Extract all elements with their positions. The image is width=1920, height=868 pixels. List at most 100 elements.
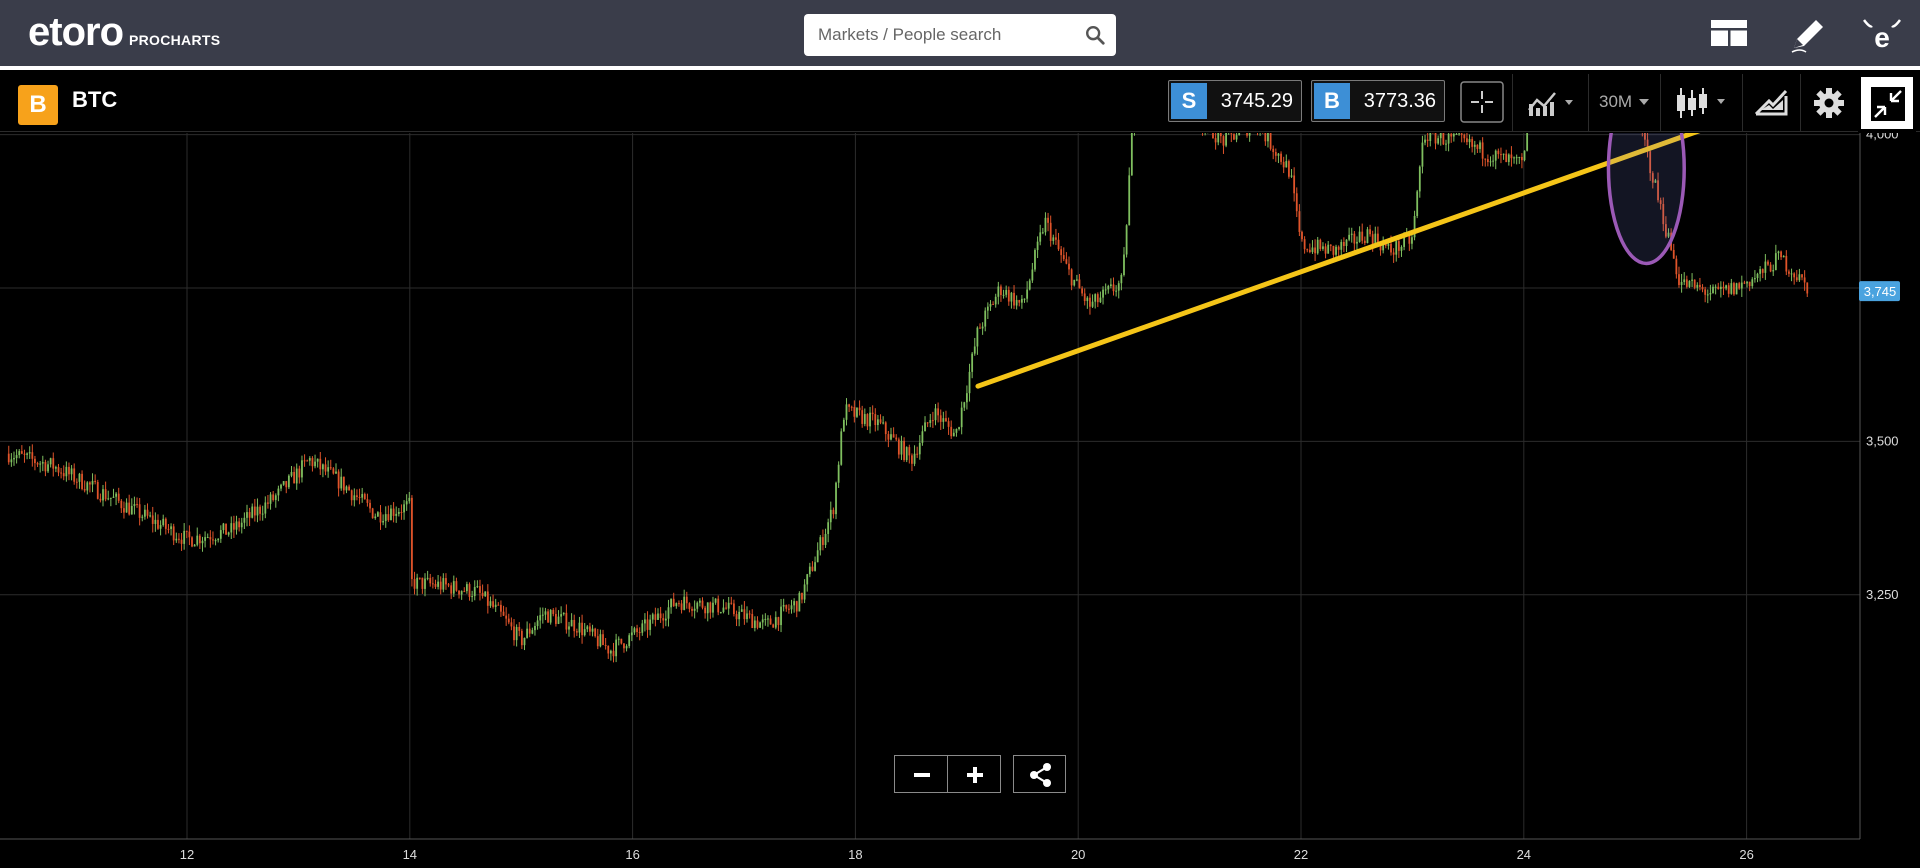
candle-body bbox=[1476, 144, 1479, 149]
etoro-profile-icon[interactable]: e bbox=[1860, 12, 1904, 56]
candle-body bbox=[787, 608, 790, 610]
candle-body bbox=[1685, 279, 1688, 287]
candle-body bbox=[447, 584, 450, 586]
sell-label: S bbox=[1171, 83, 1207, 119]
crosshair-button[interactable] bbox=[1454, 74, 1510, 132]
candle-body bbox=[1345, 239, 1348, 247]
candle-body bbox=[308, 458, 311, 461]
candle-body bbox=[1214, 138, 1217, 143]
candle-body bbox=[1062, 255, 1065, 260]
candle-body bbox=[384, 514, 387, 522]
candle-body bbox=[1295, 193, 1298, 212]
candle-body bbox=[887, 434, 890, 440]
candle-body bbox=[570, 619, 573, 627]
collapse-button[interactable] bbox=[1858, 74, 1916, 132]
timeframe-dropdown[interactable]: 30M bbox=[1588, 74, 1658, 132]
candle-body bbox=[1471, 139, 1474, 147]
chart-type-button[interactable] bbox=[1512, 74, 1586, 132]
zoom-out-button[interactable] bbox=[894, 755, 948, 793]
candle-body bbox=[1007, 289, 1010, 302]
candle-body bbox=[1219, 133, 1222, 137]
candle-body bbox=[510, 622, 513, 627]
candle-body bbox=[1738, 283, 1741, 289]
candle-body bbox=[356, 495, 358, 498]
candle-body bbox=[803, 584, 806, 600]
candle-body bbox=[1358, 231, 1361, 242]
candle-body bbox=[1411, 237, 1413, 244]
candle-body bbox=[547, 611, 549, 623]
candle-body bbox=[1109, 284, 1112, 286]
candle-body bbox=[772, 624, 775, 628]
settings-button[interactable] bbox=[1800, 74, 1856, 132]
candle-body bbox=[523, 637, 526, 646]
candle-body bbox=[238, 521, 241, 528]
candle-body bbox=[1494, 150, 1497, 161]
candle-body bbox=[1102, 289, 1104, 298]
candle-body bbox=[1803, 277, 1806, 283]
candle-body bbox=[1400, 246, 1403, 251]
candle-body bbox=[322, 464, 324, 470]
candle-body bbox=[298, 468, 301, 478]
candle-body bbox=[1073, 279, 1076, 286]
candle-body bbox=[884, 422, 887, 435]
candle-body bbox=[1366, 229, 1369, 244]
trendline[interactable] bbox=[975, 133, 1758, 389]
candle-body bbox=[1308, 249, 1311, 253]
candlestick-style-button[interactable] bbox=[1660, 74, 1740, 132]
candle-body bbox=[1238, 133, 1241, 136]
candle-body bbox=[916, 453, 919, 455]
pencil-icon[interactable] bbox=[1786, 12, 1830, 56]
candle-body bbox=[1023, 298, 1026, 300]
candle-body bbox=[746, 613, 748, 620]
logo-wordmark: etoro bbox=[28, 10, 124, 54]
search-input[interactable] bbox=[818, 14, 1068, 56]
layout-icon[interactable] bbox=[1707, 12, 1751, 56]
candle-body bbox=[1324, 246, 1327, 254]
candle-body bbox=[913, 453, 916, 464]
candle-body bbox=[1068, 263, 1070, 270]
candle-body bbox=[518, 626, 521, 631]
candle-body bbox=[586, 626, 589, 630]
search-icon[interactable] bbox=[1084, 24, 1106, 46]
candle-body bbox=[683, 596, 686, 610]
candle-body bbox=[1329, 244, 1332, 246]
candle-body bbox=[75, 481, 78, 483]
chart-type-icon bbox=[1528, 92, 1573, 116]
search-box[interactable] bbox=[804, 14, 1116, 56]
candle-body bbox=[1387, 243, 1390, 246]
candle-body bbox=[1395, 241, 1398, 255]
candle-body bbox=[1756, 273, 1759, 279]
drawing-tools-button[interactable] bbox=[1742, 74, 1798, 132]
candle-body bbox=[439, 581, 442, 590]
candle-body bbox=[112, 496, 115, 498]
zoom-in-button[interactable] bbox=[947, 755, 1001, 793]
candle-body bbox=[1424, 139, 1426, 143]
candle-body bbox=[1301, 231, 1303, 240]
buy-price: 3773.36 bbox=[1363, 90, 1436, 112]
candle-body bbox=[337, 471, 340, 489]
candle-body bbox=[950, 426, 953, 437]
share-button[interactable] bbox=[1013, 755, 1066, 793]
candle-body bbox=[1316, 239, 1319, 254]
candle-body bbox=[1041, 232, 1044, 234]
candle-body bbox=[798, 592, 801, 612]
candle-body bbox=[324, 464, 327, 472]
candle-body bbox=[282, 481, 285, 485]
candle-body bbox=[520, 630, 523, 646]
candle-body bbox=[172, 526, 175, 541]
candle-body bbox=[649, 619, 652, 630]
candle-body bbox=[293, 472, 296, 484]
buy-price-button[interactable]: B 3773.36 bbox=[1311, 80, 1445, 122]
candle-body bbox=[471, 596, 474, 598]
candle-body bbox=[1115, 290, 1118, 292]
sell-price-button[interactable]: S 3745.29 bbox=[1168, 80, 1302, 122]
candle-body bbox=[1481, 142, 1484, 159]
instrument-symbol[interactable]: BTC bbox=[72, 87, 118, 112]
highlight-ellipse[interactable] bbox=[1606, 133, 1686, 266]
etoro-logo[interactable]: etoro PROCHARTS bbox=[28, 12, 220, 52]
x-tick-label: 26 bbox=[1739, 847, 1753, 862]
candle-body bbox=[306, 460, 309, 462]
candle-body bbox=[769, 618, 772, 625]
candle-body bbox=[528, 628, 531, 634]
